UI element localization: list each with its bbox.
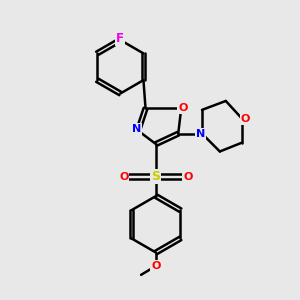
Text: N: N <box>132 124 141 134</box>
Text: O: O <box>240 114 250 124</box>
Text: O: O <box>119 172 128 182</box>
Text: N: N <box>196 129 205 139</box>
Text: S: S <box>152 170 160 183</box>
Text: O: O <box>151 261 160 271</box>
Text: O: O <box>178 103 188 113</box>
Text: O: O <box>183 172 193 182</box>
Text: F: F <box>116 32 124 45</box>
